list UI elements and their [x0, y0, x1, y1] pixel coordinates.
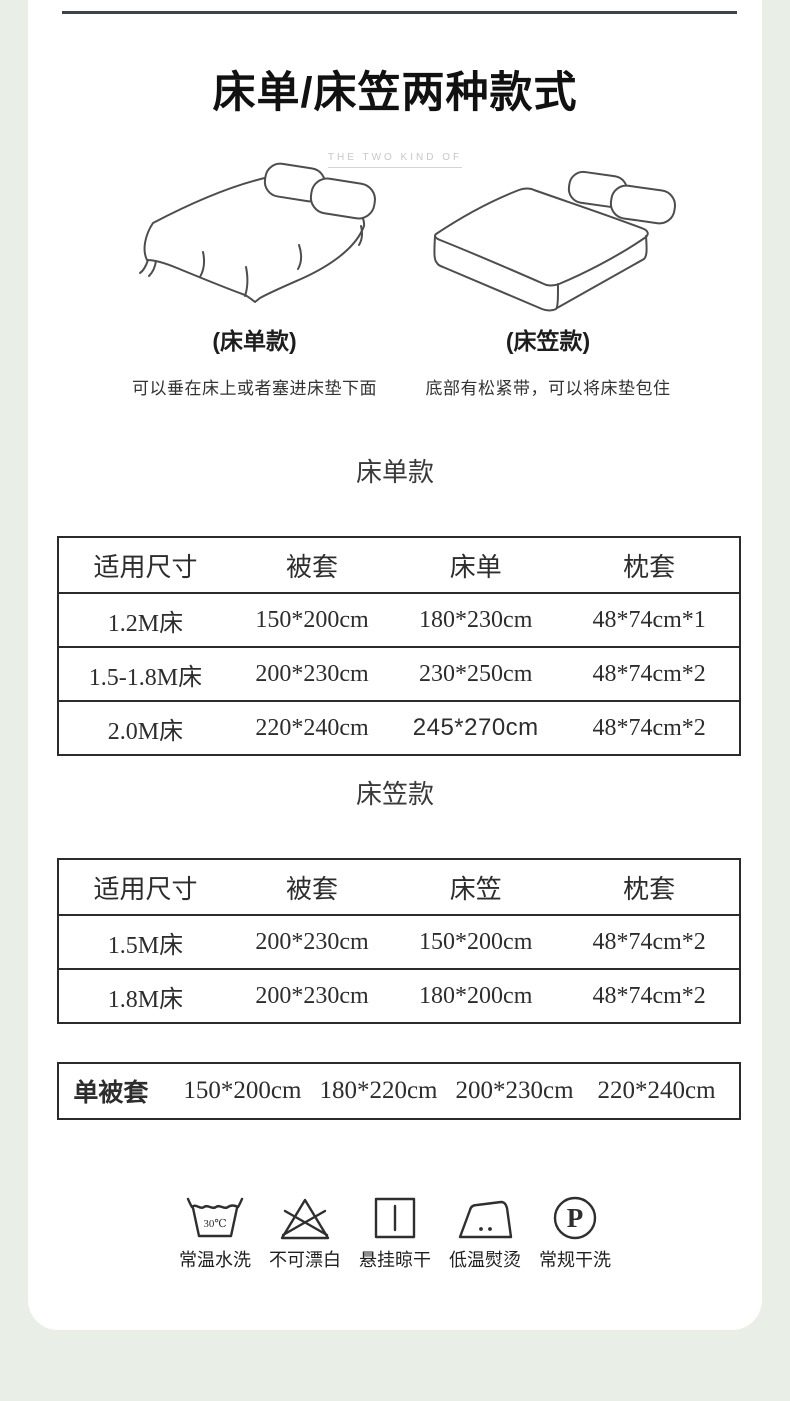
column-header: 床单	[392, 536, 560, 594]
duvet-size: 180*220cm	[319, 1077, 438, 1104]
table-cell: 48*74cm*1	[559, 592, 740, 648]
duvet-label: 单被套	[73, 1080, 149, 1107]
table-header-row: 适用尺寸 被套 床单 枕套	[58, 536, 740, 594]
table-cell: 150*200cm	[231, 592, 393, 648]
table-row: 2.0M床 220*240cm 245*270cm 48*74cm*2	[58, 700, 740, 756]
top-divider	[62, 11, 737, 14]
flat-sheet-description: 可以垂在床上或者塞进床垫下面	[132, 379, 377, 398]
fitted-sheet-description: 底部有松紧带，可以将床垫包住	[425, 379, 671, 398]
flat-sheet-bed-sketch-icon	[115, 158, 395, 320]
table-cell: 48*74cm*2	[559, 914, 740, 970]
table-cell: 180*200cm	[392, 968, 560, 1024]
care-instructions: 30℃ 常温水洗 不可漂白 悬挂晾干	[28, 1194, 762, 1272]
care-item-iron: 低温熨烫	[445, 1194, 525, 1272]
table-cell: 220*240cm	[231, 700, 393, 756]
table-row: 1.2M床 150*200cm 180*230cm 48*74cm*1	[58, 592, 740, 648]
table-cell: 1.2M床	[58, 592, 232, 648]
fitted-sheet-column: (床笠款) 底部有松紧带，可以将床垫包住	[421, 158, 676, 399]
bed-style-comparison: (床单款) 可以垂在床上或者塞进床垫下面 (床笠款) 底部有松紧带，可以将床垫包…	[28, 158, 762, 399]
sheet-size-table: 适用尺寸 被套 床单 枕套 1.2M床 150*200cm 180*230cm …	[57, 536, 741, 756]
single-duvet-size-box: 单被套 150*200cm 180*220cm 200*230cm 220*24…	[57, 1062, 741, 1120]
flat-sheet-caption: (床单款)	[212, 328, 297, 354]
dry-clean-letter: P	[567, 1203, 584, 1233]
header: 床单/床笠两种款式 THE TWO KIND OF	[28, 58, 762, 168]
dry-clean-icon: P	[550, 1194, 600, 1242]
table-cell: 200*230cm	[231, 968, 393, 1024]
fitted-section-title: 床笠款	[355, 780, 434, 809]
care-item-no-bleach: 不可漂白	[265, 1194, 345, 1272]
care-item-dry-clean: P 常规干洗	[535, 1194, 615, 1272]
column-header: 被套	[231, 858, 393, 916]
duvet-size: 220*240cm	[597, 1077, 716, 1104]
table-row: 1.5M床 200*230cm 150*200cm 48*74cm*2	[58, 914, 740, 970]
iron-low-icon	[455, 1194, 515, 1242]
table-cell: 230*250cm	[392, 646, 560, 702]
sheet-section-title: 床单款	[355, 458, 434, 487]
care-label: 常规干洗	[539, 1250, 611, 1270]
table-header-row: 适用尺寸 被套 床笠 枕套	[58, 858, 740, 916]
no-bleach-icon	[276, 1194, 334, 1242]
table-cell: 1.8M床	[58, 968, 232, 1024]
table-cell: 48*74cm*2	[559, 968, 740, 1024]
table-cell: 48*74cm*2	[559, 646, 740, 702]
column-header: 被套	[231, 536, 393, 594]
hang-dry-icon	[370, 1194, 420, 1242]
content-card: 床单/床笠两种款式 THE TWO KIND OF (床单款) 可以垂在床上或者	[28, 0, 762, 1330]
table-row: 1.5-1.8M床 200*230cm 230*250cm 48*74cm*2	[58, 646, 740, 702]
care-label: 不可漂白	[269, 1250, 341, 1270]
table-cell: 200*230cm	[231, 914, 393, 970]
table-cell: 150*200cm	[392, 914, 560, 970]
duvet-size: 150*200cm	[183, 1077, 302, 1104]
column-header: 床笠	[392, 858, 560, 916]
column-header: 适用尺寸	[58, 858, 232, 916]
duvet-size: 200*230cm	[455, 1077, 574, 1104]
care-label: 常温水洗	[179, 1250, 251, 1270]
fitted-size-table: 适用尺寸 被套 床笠 枕套 1.5M床 200*230cm 150*200cm …	[57, 858, 741, 1024]
flat-sheet-column: (床单款) 可以垂在床上或者塞进床垫下面	[115, 158, 395, 399]
care-label: 悬挂晾干	[359, 1250, 431, 1270]
page-subtitle: THE TWO KIND OF	[327, 152, 463, 168]
care-item-hang-dry: 悬挂晾干	[355, 1194, 435, 1272]
wash-temp-label: 30℃	[203, 1218, 226, 1230]
table-cell: 48*74cm*2	[559, 700, 740, 756]
column-header: 枕套	[559, 858, 740, 916]
page-title: 床单/床笠两种款式	[212, 69, 578, 117]
table-cell: 2.0M床	[58, 700, 232, 756]
table-cell: 180*230cm	[392, 592, 560, 648]
table-row: 1.8M床 200*230cm 180*200cm 48*74cm*2	[58, 968, 740, 1024]
column-header: 枕套	[559, 536, 740, 594]
fitted-sheet-caption: (床笠款)	[505, 328, 591, 354]
wash-30c-icon: 30℃	[186, 1194, 244, 1242]
table-cell: 1.5-1.8M床	[58, 646, 232, 702]
table-cell: 245*270cm	[392, 700, 560, 756]
table-cell: 1.5M床	[58, 914, 232, 970]
column-header: 适用尺寸	[58, 536, 232, 594]
fitted-sheet-bed-sketch-icon	[421, 158, 676, 320]
table-cell: 200*230cm	[231, 646, 393, 702]
care-label: 低温熨烫	[449, 1250, 521, 1270]
care-item-wash: 30℃ 常温水洗	[175, 1194, 255, 1272]
